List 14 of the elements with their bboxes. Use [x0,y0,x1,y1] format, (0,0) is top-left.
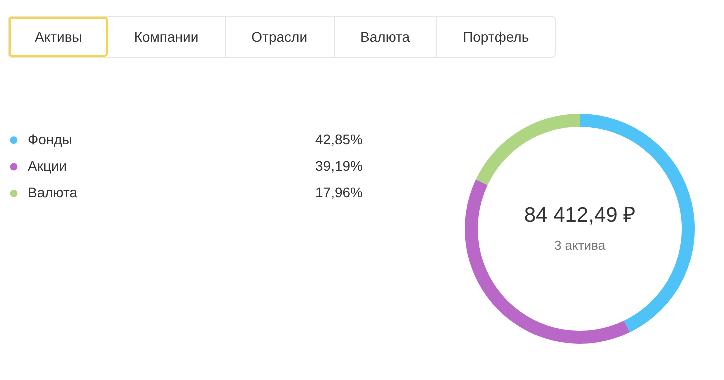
text: 3 актива [554,238,606,253]
text: Портфель [462,28,530,47]
text: Валюта [334,17,438,57]
data-label: 42,85% [316,131,363,148]
legend-label: Акции [28,158,68,174]
text: Активы [9,17,108,57]
legend-label: Валюта [28,184,78,201]
legend-label: Фонды [28,131,72,148]
text: Компании [108,17,226,57]
data-label: 17,96% [316,184,363,201]
donut-slice [476,114,580,186]
text: 84 412,49 ₽ [524,204,636,227]
text: Отрасли [226,17,335,57]
data-label: 39,19% [316,158,363,174]
